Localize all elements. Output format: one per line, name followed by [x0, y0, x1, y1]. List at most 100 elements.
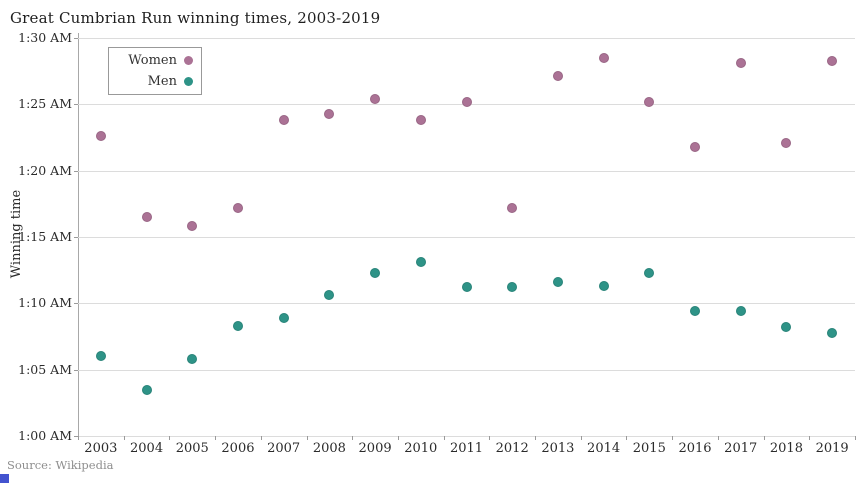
- x-axis-tick: [169, 436, 171, 440]
- plot-area: Women Men: [78, 38, 855, 437]
- x-axis-tick: [352, 436, 354, 440]
- x-axis-tick: [123, 436, 125, 440]
- data-point-women-2016: [690, 141, 701, 152]
- x-tick-label: 2013: [541, 441, 575, 456]
- data-point-men-2006: [232, 320, 243, 331]
- data-point-women-2004: [141, 212, 152, 223]
- x-tick-label: 2014: [587, 441, 621, 456]
- x-tick-label: 2007: [267, 441, 301, 456]
- x-axis-tick: [717, 436, 719, 440]
- y-tick-label: 1:15 AM: [18, 229, 72, 244]
- x-tick-label: 2004: [130, 441, 164, 456]
- data-point-men-2007: [278, 312, 289, 323]
- chart-title: Great Cumbrian Run winning times, 2003-2…: [10, 9, 381, 27]
- x-tick-label: 2016: [678, 441, 712, 456]
- x-axis-tick: [809, 436, 811, 440]
- x-axis-tick: [260, 436, 262, 440]
- x-axis-tick: [306, 436, 308, 440]
- legend-item-men: Men: [109, 73, 193, 90]
- x-axis-tick: [489, 436, 491, 440]
- x-axis-tick: [763, 436, 765, 440]
- y-tick-label: 1:10 AM: [18, 295, 72, 311]
- y-tick-label: 1:30 AM: [18, 30, 72, 45]
- data-point-women-2019: [827, 55, 838, 66]
- x-tick-label: 2009: [358, 441, 392, 456]
- data-point-men-2019: [827, 327, 838, 338]
- data-point-women-2014: [598, 52, 609, 63]
- y-tick-label: 1:05 AM: [18, 361, 72, 377]
- y-axis-tick: [74, 237, 78, 238]
- data-point-women-2013: [552, 71, 563, 82]
- y-axis-tick: [74, 369, 78, 371]
- x-axis-tick: [855, 436, 856, 440]
- y-axis-tick: [74, 436, 78, 437]
- legend-dot-men: [184, 77, 193, 86]
- x-axis-tick: [397, 436, 399, 440]
- x-tick-label: 2012: [495, 441, 529, 456]
- x-axis-tick: [580, 436, 582, 440]
- data-point-women-2010: [415, 115, 426, 126]
- data-point-men-2012: [507, 282, 518, 293]
- data-point-men-2015: [644, 267, 655, 278]
- legend-label-women: Women: [128, 53, 177, 68]
- gridline: [78, 369, 855, 371]
- x-tick-label: 2003: [84, 441, 118, 456]
- data-point-men-2010: [415, 257, 426, 268]
- data-point-women-2009: [370, 94, 381, 105]
- data-point-women-2012: [507, 202, 518, 213]
- legend-dot-women: [184, 56, 193, 65]
- data-point-men-2014: [598, 281, 609, 292]
- y-axis-tick: [74, 170, 78, 172]
- data-point-women-2011: [461, 96, 472, 107]
- x-tick-label: 2006: [221, 441, 255, 456]
- data-point-women-2003: [95, 131, 106, 142]
- legend-label-men: Men: [147, 74, 177, 89]
- data-point-women-2008: [324, 108, 335, 119]
- x-tick-label: 2017: [724, 441, 758, 456]
- data-point-men-2005: [187, 354, 198, 365]
- data-point-women-2017: [735, 58, 746, 69]
- y-axis-tick: [74, 38, 78, 39]
- x-axis-tick: [443, 436, 445, 440]
- legend-item-women: Women: [109, 52, 193, 69]
- legend: Women Men: [108, 47, 202, 95]
- data-point-women-2018: [781, 137, 792, 148]
- data-point-women-2007: [278, 115, 289, 126]
- data-point-men-2003: [95, 351, 106, 362]
- y-axis-tick: [74, 104, 78, 106]
- data-point-men-2009: [370, 267, 381, 278]
- x-tick-label: 2008: [312, 441, 346, 456]
- gridline: [78, 38, 855, 39]
- x-tick-label: 2019: [815, 441, 849, 456]
- data-point-women-2006: [232, 202, 243, 213]
- gridline: [78, 303, 855, 305]
- x-axis-tick: [535, 436, 537, 440]
- y-tick-label: 1:00 AM: [18, 428, 72, 443]
- gridline: [78, 237, 855, 238]
- x-axis-tick: [626, 436, 628, 440]
- data-point-men-2004: [141, 384, 152, 395]
- data-point-men-2011: [461, 282, 472, 293]
- data-point-men-2017: [735, 306, 746, 317]
- x-axis-tick: [215, 436, 217, 440]
- x-axis-tick: [78, 436, 79, 440]
- x-tick-label: 2015: [632, 441, 666, 456]
- y-axis-line: [78, 33, 79, 436]
- y-tick-label: 1:20 AM: [18, 162, 72, 178]
- y-axis-tick: [74, 303, 78, 305]
- data-point-men-2018: [781, 322, 792, 333]
- source-note: Source: Wikipedia: [7, 458, 114, 472]
- data-point-men-2008: [324, 290, 335, 301]
- data-point-women-2015: [644, 96, 655, 107]
- x-tick-label: 2005: [175, 441, 209, 456]
- data-point-men-2016: [690, 306, 701, 317]
- corner-accent: [0, 474, 9, 483]
- data-point-men-2013: [552, 277, 563, 288]
- x-tick-label: 2018: [769, 441, 803, 456]
- x-tick-label: 2010: [404, 441, 438, 456]
- y-tick-label: 1:25 AM: [18, 96, 72, 112]
- gridline: [78, 170, 855, 172]
- x-tick-label: 2011: [449, 441, 484, 456]
- data-point-women-2005: [187, 221, 198, 232]
